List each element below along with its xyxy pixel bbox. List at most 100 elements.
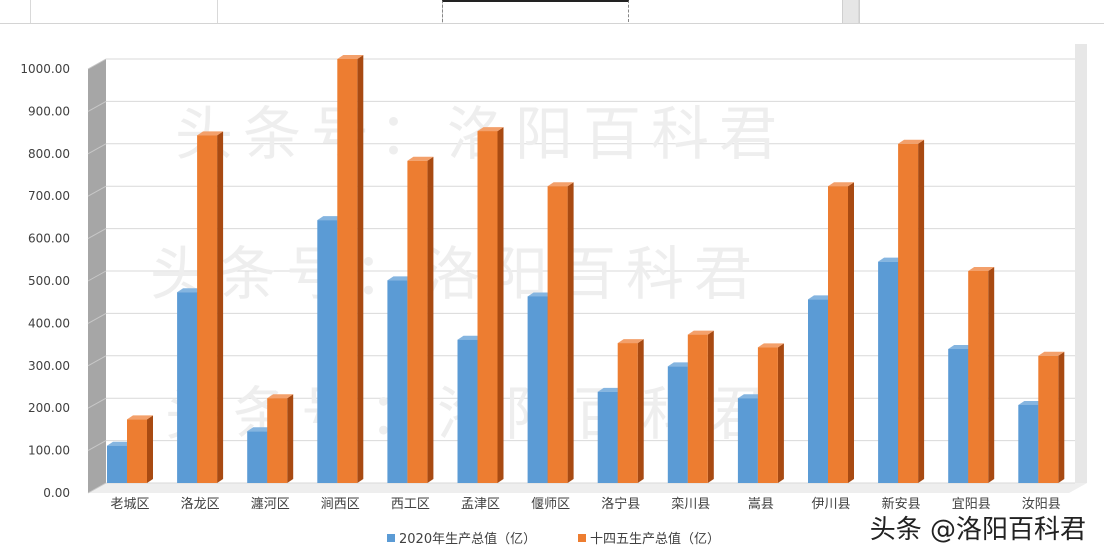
- legend-swatch-series1: [387, 534, 395, 542]
- bar-series2: [828, 182, 854, 483]
- bar-series2-front: [687, 334, 708, 483]
- bar-series1-front: [107, 445, 127, 483]
- y-tick-label: 600.00: [28, 232, 70, 246]
- watermark-text: 头条 @洛阳百科君: [869, 515, 1086, 545]
- y-tick-label: 900.00: [28, 104, 70, 118]
- bar-series2-top: [477, 127, 504, 132]
- wall-gridline: [87, 143, 107, 155]
- bar-series1-top: [317, 216, 344, 221]
- bar-series1-front: [597, 391, 618, 483]
- bar-series2-front: [267, 398, 288, 483]
- right-wall: [1075, 44, 1087, 483]
- y-tick-label: 200.00: [28, 401, 70, 415]
- x-tick-label: 涧西区: [321, 497, 360, 512]
- bar-series2-side: [918, 139, 925, 484]
- x-tick-label: 西工区: [391, 497, 430, 512]
- bar-series2: [898, 139, 925, 484]
- bar-series2-side: [567, 182, 574, 483]
- bar-series1-top: [527, 292, 554, 297]
- x-axis: 老城区 洛龙区 瀍河区 涧西区 西工区 孟津区 偃师区 洛宁县 栾川县 嵩县 伊川县 新安县 宜阳县 汝阳…: [110, 496, 1060, 512]
- bar-series1-top: [247, 427, 274, 432]
- wall-gridline: [87, 58, 107, 70]
- bar-series2-front: [828, 186, 848, 483]
- y-tick-label: 1000.00: [20, 62, 70, 76]
- legend: 2020年生产总值（亿） 十四五生产总值（亿）: [387, 531, 720, 547]
- bar-series2-front: [477, 131, 498, 483]
- legend-swatch-series2: [578, 534, 586, 542]
- bar-series1-top: [457, 335, 484, 340]
- bar-series2-side: [637, 339, 644, 483]
- bar-series2-top: [757, 343, 784, 348]
- bar-chart-3d: 头条号：洛阳百科君头条号：洛阳百科君头条号：洛阳百科君 0.00100.0020…: [20, 44, 1087, 547]
- bar-series2-front: [757, 347, 778, 483]
- bar-series2-side: [497, 127, 504, 483]
- legend-label-series2: 十四五生产总值（亿）: [590, 531, 720, 547]
- bar-series2-front: [337, 59, 358, 483]
- wall-gridline: [87, 100, 107, 112]
- bar-series2: [197, 131, 224, 483]
- bar-series2-top: [898, 139, 925, 144]
- bar-series1-front: [317, 220, 338, 483]
- chart-walls: [88, 44, 1087, 493]
- bars: [107, 55, 1065, 484]
- y-tick-label: 800.00: [28, 147, 70, 161]
- bar-series1-top: [808, 295, 834, 300]
- bar-series2-top: [267, 394, 294, 399]
- wall-gridline: [87, 355, 107, 367]
- bar-series1-top: [1018, 400, 1045, 405]
- bar-series2: [407, 156, 434, 483]
- bar-series2-front: [1038, 355, 1059, 483]
- x-tick-label: 栾川县: [671, 496, 710, 512]
- bar-series2-front: [197, 135, 218, 483]
- bar-series1-top: [387, 276, 414, 281]
- bar-series2: [127, 415, 153, 483]
- bar-series2-side: [357, 55, 364, 483]
- bar-series1-front: [667, 366, 688, 483]
- y-axis: 0.00 100.00 200.00 300.00 400.00 500.00 600.00…: [20, 62, 70, 500]
- bar-series2-side: [848, 182, 854, 483]
- bar-series1-top: [737, 394, 764, 399]
- x-tick-label: 洛龙区: [181, 497, 220, 512]
- chart-watermark-text: 头条号：洛阳百科君: [175, 100, 787, 168]
- bar-series1-front: [1018, 404, 1039, 483]
- bar-series2-side: [777, 343, 784, 483]
- y-tick-label: 400.00: [28, 316, 70, 330]
- bar-series2-top: [127, 415, 153, 420]
- bar-series2: [267, 394, 294, 483]
- bar-series2: [687, 330, 714, 483]
- bar-series2-front: [617, 343, 638, 483]
- bar-series1-front: [247, 431, 268, 483]
- bar-series1-top: [667, 362, 694, 367]
- bar-series2-front: [968, 271, 989, 483]
- cell-divider: [217, 0, 218, 23]
- spreadsheet-row: [0, 0, 1104, 24]
- y-tick-label: 500.00: [28, 274, 70, 288]
- bar-series2-front: [127, 419, 147, 483]
- bar-series2-top: [407, 156, 434, 161]
- bar-series2: [968, 267, 995, 483]
- wall-gridline: [87, 185, 107, 197]
- bar-series1-top: [878, 257, 905, 262]
- x-tick-label: 孟津区: [461, 497, 500, 512]
- selected-cell[interactable]: [442, 0, 629, 22]
- bar-series1-front: [878, 261, 899, 483]
- scrollbar-stub[interactable]: [842, 0, 860, 23]
- bar-series2-front: [898, 143, 919, 484]
- bar-series2-front: [547, 186, 568, 483]
- x-tick-label: 偃师区: [531, 497, 570, 512]
- floor: [88, 483, 1087, 493]
- bar-series2-side: [427, 156, 434, 483]
- bar-series2: [477, 127, 504, 483]
- y-tick-label: 300.00: [28, 359, 70, 373]
- bar-series1-front: [387, 280, 408, 483]
- bar-series2-top: [547, 182, 574, 187]
- wall-gridline: [87, 397, 107, 409]
- bar-series2-side: [707, 330, 714, 483]
- wall-gridline: [87, 312, 107, 324]
- cell-divider: [30, 0, 31, 23]
- bar-series2-side: [147, 415, 153, 483]
- bar-series1-front: [177, 292, 198, 483]
- bar-series2: [1038, 351, 1065, 483]
- bar-series2: [337, 55, 364, 483]
- x-tick-label: 老城区: [110, 497, 149, 512]
